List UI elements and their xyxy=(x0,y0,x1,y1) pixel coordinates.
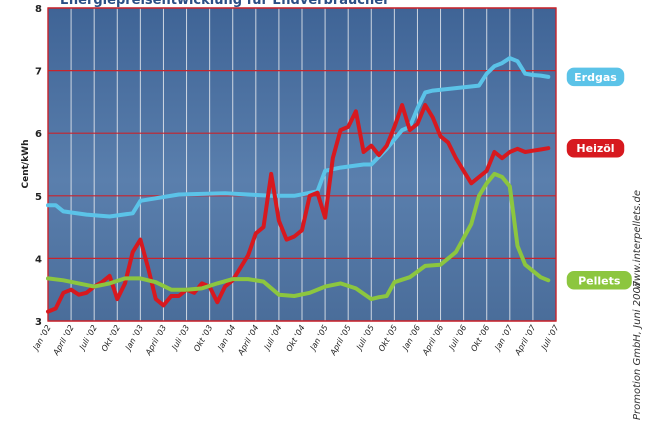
x-tick-label: Okt '06 xyxy=(469,324,491,354)
x-tick-label: April '04 xyxy=(236,324,261,358)
x-tick-label: April '05 xyxy=(328,324,353,358)
x-tick-label: April '03 xyxy=(143,324,168,358)
series-label-box xyxy=(565,137,626,159)
series-label-erdgas: Erdgas xyxy=(574,71,617,84)
x-tick-label: Jan '04 xyxy=(215,324,237,354)
x-tick-label: Jan '02 xyxy=(30,324,52,354)
x-tick-label: Jan '07 xyxy=(492,323,515,354)
x-tick-label: Juli '02 xyxy=(77,324,99,353)
series-layer xyxy=(46,56,551,314)
x-tick-label: Juli '07 xyxy=(539,323,562,353)
series-line-heizöl xyxy=(46,103,551,314)
series-line-erdgas xyxy=(46,56,551,219)
series-label-box xyxy=(565,269,634,292)
x-tick-label: Juli '04 xyxy=(261,324,283,353)
x-tick-label: Jan '06 xyxy=(400,324,422,354)
x-tick-label: Okt '02 xyxy=(100,324,122,354)
y-tick-label: 8 xyxy=(35,4,42,15)
series-labels: Erdgas Heizöl Pellets xyxy=(565,66,634,292)
credit-company: Promotion GmbH, Juni 2007 xyxy=(632,280,643,420)
y-axis-ticks: 3 4 5 6 7 8 xyxy=(35,4,42,328)
plot-frame xyxy=(47,7,557,322)
y-tick-label: 6 xyxy=(35,129,42,140)
x-tick-label: Juli '03 xyxy=(169,324,191,353)
y-tick-label: 4 xyxy=(35,254,42,265)
x-tick-label: Juli '05 xyxy=(354,324,376,353)
y-axis-label: Cent/kWh xyxy=(21,139,31,188)
x-tick-label: April '07 xyxy=(513,323,538,358)
series-label-box xyxy=(565,66,626,88)
x-tick-label: Jan '05 xyxy=(307,324,329,354)
x-tick-label: April '02 xyxy=(51,324,76,358)
y-tick-label: 5 xyxy=(35,192,42,203)
y-tick-label: 7 xyxy=(35,67,42,78)
horizontal-gridlines xyxy=(47,7,557,322)
x-tick-label: Okt '05 xyxy=(377,324,399,354)
series-label-pellets: Pellets xyxy=(578,274,621,287)
x-tick-label: Juli '06 xyxy=(446,324,468,353)
y-tick-label: 3 xyxy=(35,317,42,328)
credit-website: www.interpellets.de xyxy=(632,190,643,289)
series-label-heizöl: Heizöl xyxy=(576,142,614,155)
series-line-pellets xyxy=(46,171,551,302)
x-tick-label: April '06 xyxy=(420,324,445,358)
x-tick-label: Okt '03 xyxy=(192,324,214,354)
x-tick-label: Jan '03 xyxy=(123,324,145,354)
chart-title: Energiepreisentwicklung für Endverbrauch… xyxy=(60,0,390,8)
x-tick-label: Okt '04 xyxy=(284,324,306,354)
